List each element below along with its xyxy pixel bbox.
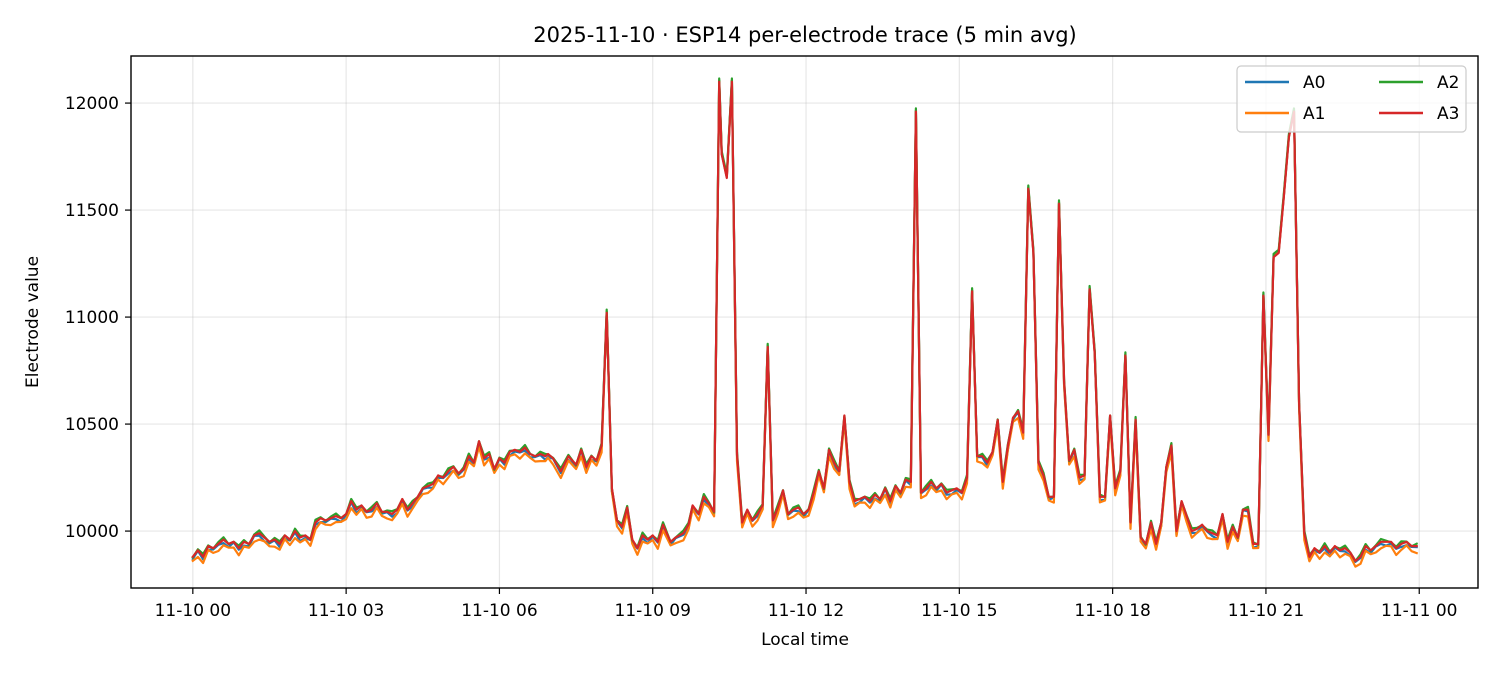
y-tick-label: 10500 <box>65 415 119 435</box>
legend-label-a2: A2 <box>1437 73 1459 93</box>
legend-label-a1: A1 <box>1303 104 1325 124</box>
y-tick-label: 11000 <box>65 308 119 328</box>
series-lines <box>191 77 1419 568</box>
series-line-a3 <box>191 80 1418 563</box>
grid <box>131 56 1478 588</box>
x-tick-label: 11-10 03 <box>308 601 384 621</box>
plot-frame <box>130 55 1479 589</box>
y-axis-ticks: 10000 10500 11000 11500 12000 <box>65 94 131 542</box>
legend-label-a3: A3 <box>1437 104 1459 124</box>
x-tick-label: 11-10 15 <box>921 601 997 621</box>
x-tick-label: 11-10 00 <box>155 601 231 621</box>
series-line-a1 <box>191 79 1419 568</box>
x-tick-label: 11-10 18 <box>1074 601 1150 621</box>
x-axis-ticks: 11-10 00 11-10 03 11-10 06 11-10 09 11-10 12… <box>155 588 1457 621</box>
legend-box <box>1236 65 1467 133</box>
y-axis-label: Electrode value <box>23 256 43 388</box>
x-axis-label: Local time <box>761 630 849 650</box>
y-tick-label: 11500 <box>65 201 119 221</box>
x-tick-label: 11-10 21 <box>1228 601 1304 621</box>
legend: A0 A1 A2 A3 <box>1236 65 1467 133</box>
x-tick-label: 11-11 00 <box>1381 601 1457 621</box>
legend-label-a0: A0 <box>1303 73 1325 93</box>
x-tick-label: 11-10 12 <box>768 601 844 621</box>
x-tick-label: 11-10 06 <box>461 601 537 621</box>
y-tick-label: 10000 <box>65 522 119 542</box>
y-tick-label: 12000 <box>65 94 119 114</box>
x-tick-label: 11-10 09 <box>615 601 691 621</box>
chart-title: 2025-11-10 · ESP14 per-electrode trace (… <box>533 23 1076 47</box>
